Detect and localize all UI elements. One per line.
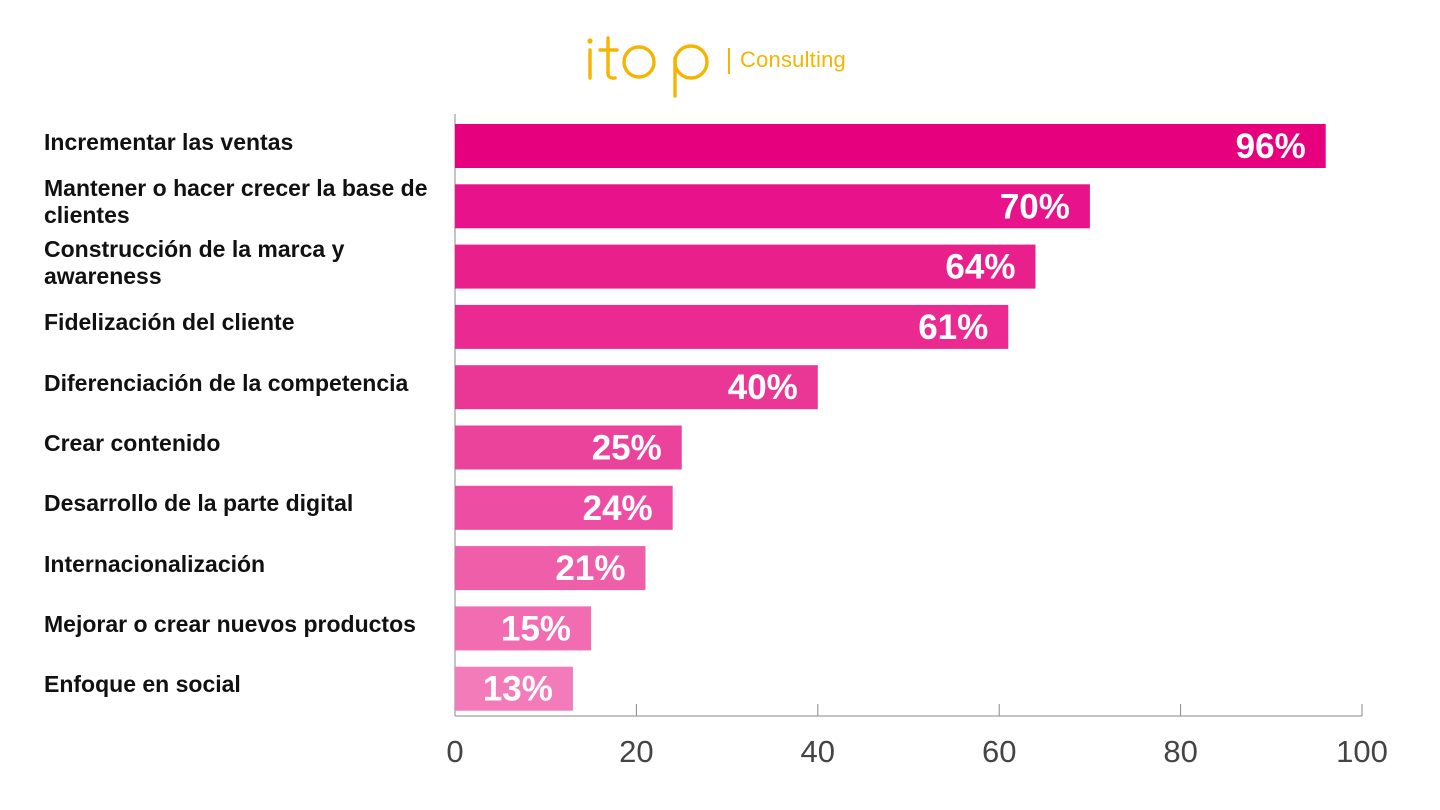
x-tick-label: 60 [982,734,1016,769]
data-label: 13% [483,670,553,709]
data-label: 24% [583,489,653,528]
category-label: Enfoque en social [44,671,241,698]
x-tick-label: 80 [1163,734,1197,769]
data-label: 21% [555,549,625,588]
data-label: 61% [918,308,988,347]
bar [455,244,1036,289]
bar [455,546,646,591]
category-label: Incrementar las ventas [44,128,294,155]
data-label: 40% [728,368,798,407]
category-label: Crear contenido [44,430,221,456]
bar [455,304,1009,349]
x-tick-label: 20 [619,734,653,769]
bar [455,184,1090,229]
category-label: Internacionalización [44,550,266,577]
itop-logo [587,36,709,98]
data-label: 96% [1236,127,1306,166]
bar [455,666,573,711]
brand-subtitle: Consulting [740,47,846,72]
data-label: 64% [945,248,1015,287]
category-label: Diferenciación de la competencia [44,369,409,396]
bar [455,124,1326,168]
data-label: 25% [592,429,662,468]
x-tick-label: 0 [446,734,463,769]
data-label: 15% [501,609,571,648]
brand-logo [586,30,726,100]
x-tick-label: 40 [801,734,835,769]
category-label: Construcción de la marca y awareness [44,235,345,289]
x-tick-label: 100 [1336,734,1388,769]
bar [455,606,592,651]
bar [455,425,682,470]
category-label: Fidelización del cliente [44,309,295,336]
data-label: 70% [1000,187,1070,226]
bar [455,485,673,530]
category-label: Mantener o hacer crecer la base de clien… [44,175,428,229]
brand-separator [728,48,730,74]
category-label: Desarrollo de la parte digital [44,490,354,517]
bar [455,365,818,410]
category-label: Mejorar o crear nuevos productos [44,610,416,637]
